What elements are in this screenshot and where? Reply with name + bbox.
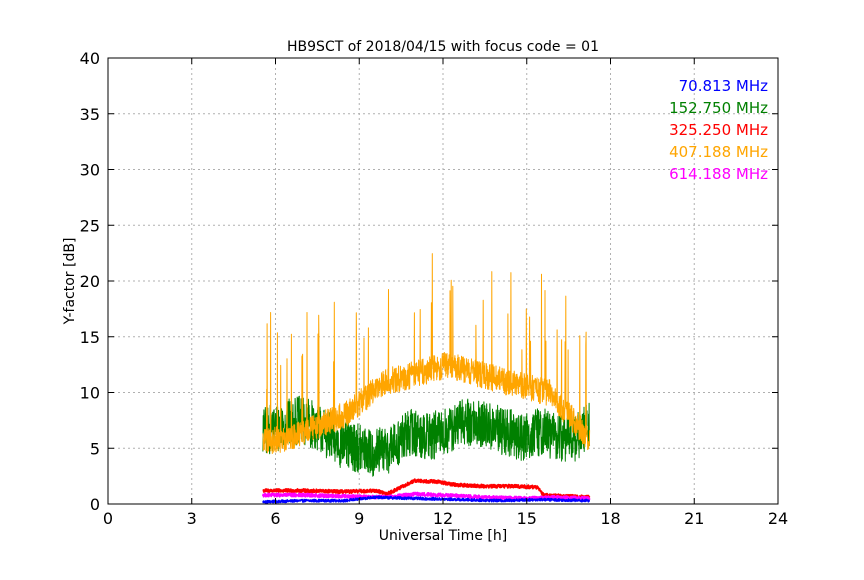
x-axis-label: Universal Time [h] — [379, 528, 507, 544]
series-line — [262, 495, 590, 504]
y-tick-label: 10 — [80, 384, 100, 403]
legend: 70.813 MHz 152.750 MHz 325.250 MHz 407.188 … — [669, 77, 768, 183]
legend-entry: 325.250 MHz — [669, 121, 768, 139]
x-tick-label: 6 — [270, 509, 280, 528]
x-tick-label: 21 — [684, 509, 704, 528]
legend-entry: 407.188 MHz — [669, 143, 768, 161]
y-tick-label: 15 — [80, 328, 100, 347]
legend-entry: 70.813 MHz — [679, 77, 768, 95]
legend-entry: 614.188 MHz — [669, 165, 768, 183]
y-tick-label: 5 — [90, 439, 100, 458]
x-tick-label: 12 — [433, 509, 453, 528]
y-tick-label: 40 — [80, 49, 100, 68]
ticks: 0 3 6 9 12 15 18 21 24 0 5 10 15 20 25 30 35 40 — [80, 49, 789, 528]
chart-title: HB9SCT of 2018/04/15 with focus code = 0… — [287, 39, 599, 55]
x-tick-label: 3 — [187, 509, 197, 528]
series-line — [262, 478, 591, 500]
x-tick-label: 9 — [354, 509, 364, 528]
y-tick-label: 20 — [80, 272, 100, 291]
plot-area — [262, 253, 591, 504]
x-tick-label: 18 — [600, 509, 620, 528]
y-tick-label: 35 — [80, 105, 100, 124]
x-tick-label: 15 — [517, 509, 537, 528]
series-line — [262, 253, 591, 454]
y-axis-label: Y-factor [dB] — [62, 238, 78, 326]
series-line — [262, 395, 591, 477]
y-tick-label: 0 — [90, 495, 100, 514]
y-tick-label: 25 — [80, 216, 100, 235]
series-line — [262, 491, 591, 501]
legend-entry: 152.750 MHz — [669, 99, 768, 117]
x-tick-label: 24 — [768, 509, 788, 528]
series-layer — [262, 253, 591, 504]
y-tick-label: 30 — [80, 161, 100, 180]
x-tick-label: 0 — [103, 509, 113, 528]
